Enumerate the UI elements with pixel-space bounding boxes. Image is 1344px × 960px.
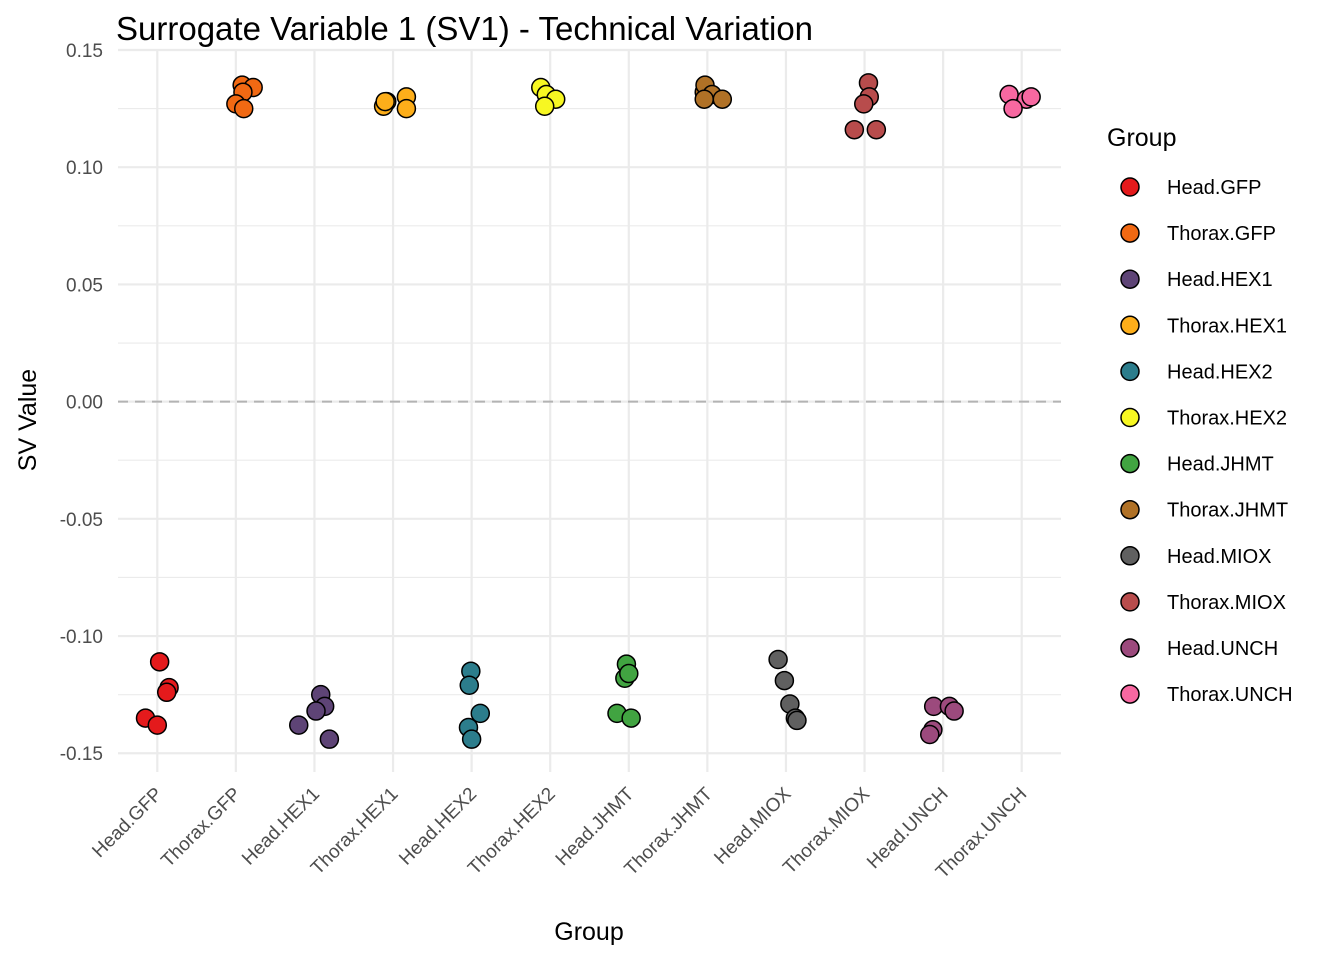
y-tick-label: 0.10 <box>66 158 103 179</box>
data-point <box>1003 98 1023 119</box>
data-point <box>774 670 795 691</box>
legend-label: Head.GFP <box>1167 177 1261 199</box>
x-tick-label: Head.MIOX <box>710 783 795 868</box>
data-point <box>319 729 340 749</box>
data-point <box>233 98 254 119</box>
legend-key <box>1120 223 1140 243</box>
legend-label: Head.HEX2 <box>1167 361 1273 383</box>
data-point <box>534 96 555 117</box>
data-point <box>854 94 874 114</box>
legend-label: Thorax.GFP <box>1167 223 1276 245</box>
data-point <box>787 710 807 731</box>
data-point <box>768 649 788 670</box>
legend-key <box>1120 361 1140 382</box>
legend-label: Thorax.HEX2 <box>1167 408 1287 430</box>
legend-key <box>1120 407 1140 428</box>
legend-key <box>1120 592 1140 612</box>
y-tick-label: 0.00 <box>66 393 103 414</box>
points-layer <box>135 73 1041 749</box>
data-point <box>712 89 733 109</box>
y-tick-label: 0.15 <box>66 41 103 62</box>
legend-label: Thorax.HEX1 <box>1167 315 1287 337</box>
legend-key <box>1120 453 1140 474</box>
y-tick-label: -0.15 <box>60 744 103 765</box>
legend-label: Head.MIOX <box>1167 546 1271 568</box>
data-point <box>621 708 641 728</box>
y-tick-label: 0.05 <box>66 275 103 296</box>
legend-label: Thorax.UNCH <box>1167 684 1293 706</box>
x-tick-label: Head.JHMT <box>552 783 639 870</box>
y-axis-ticks: -0.15 -0.10 -0.05 0.00 0.05 0.10 0.15 <box>60 41 103 765</box>
data-point <box>149 652 170 672</box>
legend-key <box>1120 546 1140 566</box>
legend: Group Head.GFP Thorax.GFP Head.HEX1 Thorax.… <box>1107 124 1293 706</box>
data-point <box>844 119 865 140</box>
legend-label: Head.JHMT <box>1167 454 1274 476</box>
data-point <box>866 119 887 140</box>
y-tick-label: -0.10 <box>60 627 103 648</box>
y-axis-title: SV Value <box>14 369 42 471</box>
x-tick-label: Head.GFP <box>89 784 167 862</box>
legend-key <box>1120 638 1140 658</box>
data-point <box>944 701 964 721</box>
legend-key <box>1120 177 1140 197</box>
data-point <box>147 715 168 735</box>
data-point <box>396 98 417 119</box>
legend-items: Head.GFP Thorax.GFP Head.HEX1 Thorax.HEX1 He… <box>1120 177 1293 706</box>
data-point <box>156 682 177 703</box>
data-point <box>619 663 639 684</box>
legend-key <box>1120 684 1140 704</box>
x-tick-label: Head.HEX1 <box>238 784 324 870</box>
data-point <box>461 729 482 749</box>
x-axis-ticks: Head.GFPThorax.GFPHead.HEX1Thorax.HEX1He… <box>89 783 1032 882</box>
legend-title: Group <box>1107 124 1176 152</box>
x-tick-label: Thorax.GFP <box>157 784 245 872</box>
data-point <box>306 701 326 721</box>
data-point <box>920 724 940 745</box>
grid-layer <box>118 48 1061 772</box>
legend-key <box>1120 315 1140 336</box>
legend-label: Thorax.JHMT <box>1167 500 1288 522</box>
x-tick-label: Head.HEX2 <box>395 784 481 870</box>
legend-label: Thorax.MIOX <box>1167 592 1286 614</box>
chart-title: Surrogate Variable 1 (SV1) - Technical V… <box>116 10 813 47</box>
data-point <box>375 91 395 112</box>
legend-label: Head.HEX1 <box>1167 269 1273 291</box>
data-point <box>288 715 309 735</box>
data-point <box>694 89 714 109</box>
y-tick-label: -0.05 <box>60 510 103 531</box>
data-point <box>470 703 491 724</box>
legend-label: Head.UNCH <box>1167 638 1278 660</box>
legend-key <box>1120 499 1140 520</box>
data-point <box>1021 87 1041 107</box>
legend-key <box>1120 269 1140 289</box>
x-axis-title: Group <box>554 918 623 946</box>
data-point <box>459 675 480 696</box>
